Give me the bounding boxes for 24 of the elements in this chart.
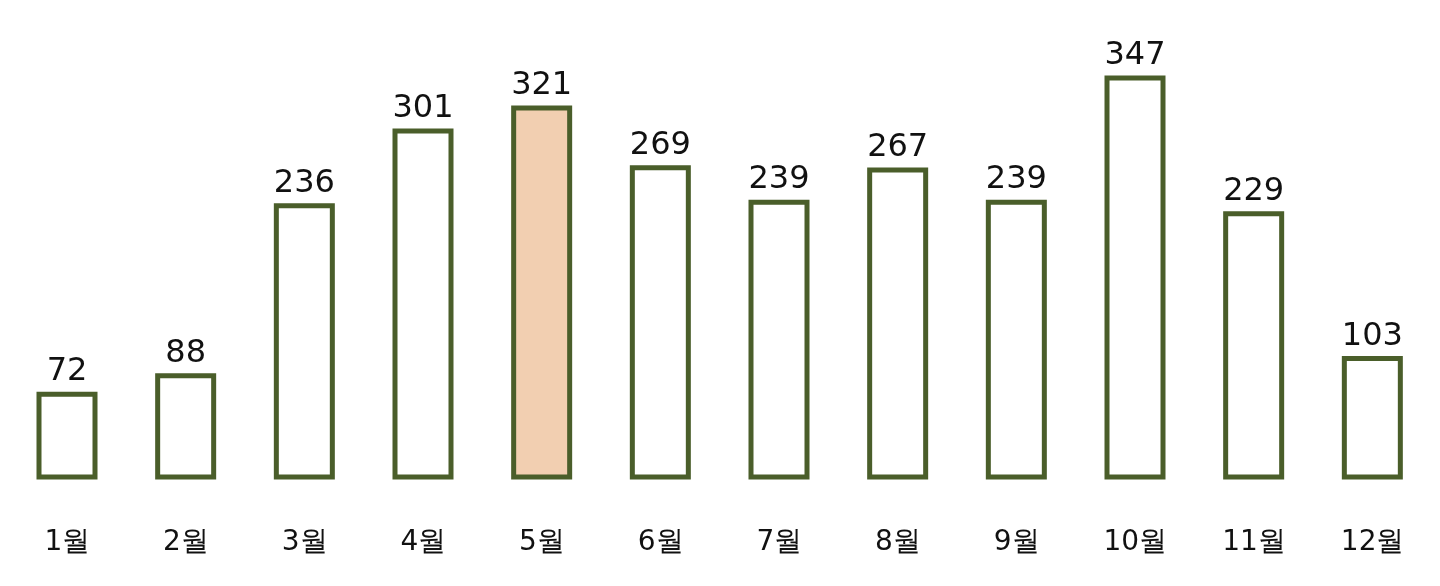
data-label: 239 (985, 158, 1047, 197)
data-label: 88 (165, 331, 207, 370)
x-tick-label: 10월 (1103, 523, 1168, 557)
data-label: 269 (629, 123, 691, 162)
data-label: 239 (748, 158, 810, 197)
x-tick-label: 3월 (281, 523, 328, 557)
data-label: 267 (867, 125, 929, 164)
x-tick-label: 1월 (44, 523, 91, 557)
data-label: 72 (46, 350, 88, 389)
data-label: 301 (392, 86, 454, 125)
data-label: 321 (511, 63, 573, 102)
x-tick-label: 4월 (400, 523, 447, 557)
x-tick-label: 8월 (875, 523, 921, 557)
x-tick-label: 6월 (637, 523, 684, 557)
x-tick-label: 2월 (163, 523, 209, 557)
x-tick-label: 12월 (1340, 523, 1405, 557)
data-label: 347 (1104, 34, 1166, 72)
data-label: 236 (273, 161, 335, 200)
x-tick-label: 9월 (993, 523, 1040, 557)
data-label: 229 (1223, 169, 1285, 208)
x-tick-label: 11월 (1222, 523, 1286, 557)
data-label: 103 (1341, 314, 1403, 353)
x-tick-label: 5월 (519, 523, 565, 557)
x-tick-label: 7월 (756, 523, 803, 557)
